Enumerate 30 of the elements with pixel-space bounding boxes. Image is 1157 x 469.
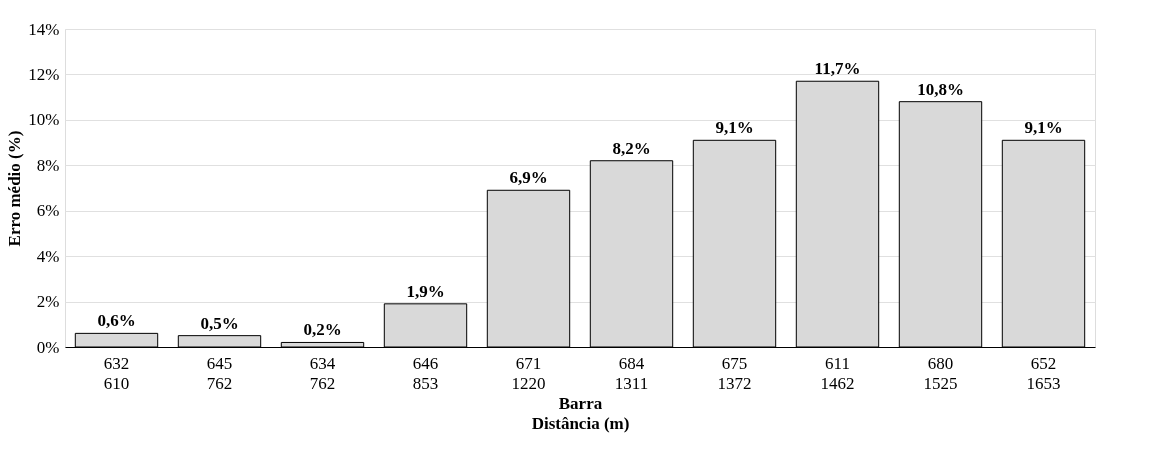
x-tick-label: 646 853 (412, 353, 439, 393)
data-label: 0,6% (97, 311, 136, 331)
y-axis-title: Erro médio (%) (5, 130, 25, 247)
x-tick-label: 652 1653 (1026, 353, 1061, 393)
data-label: 8,2% (612, 138, 651, 158)
y-tick-label: 10% (28, 110, 60, 130)
y-tick-label: 12% (28, 64, 60, 84)
x-tick-label: 611 1462 (820, 353, 855, 393)
data-label: 9,1% (715, 118, 754, 138)
x-axis-title: Barra Distância (m) (531, 393, 630, 433)
x-tick-label: 634 762 (309, 353, 336, 393)
data-label: 0,2% (303, 320, 342, 340)
y-tick-label: 6% (36, 201, 60, 221)
x-tick-label: 671 1220 (511, 353, 546, 393)
y-tick-label: 14% (28, 19, 60, 39)
data-label: 0,5% (200, 313, 239, 333)
x-tick-label: 632 610 (103, 353, 130, 393)
y-tick-label: 4% (36, 246, 60, 266)
x-tick-label: 680 1525 (923, 353, 958, 393)
x-tick-label: 645 762 (206, 353, 233, 393)
x-tick-label: 684 1311 (614, 353, 649, 393)
data-label: 1,9% (406, 281, 445, 301)
data-label: 11,7% (814, 59, 861, 79)
data-label: 6,9% (509, 168, 548, 188)
y-tick-label: 2% (36, 292, 60, 312)
data-label: 9,1% (1024, 118, 1063, 138)
y-tick-label: 0% (36, 337, 60, 357)
data-label: 10,8% (917, 79, 964, 99)
x-tick-label: 675 1372 (717, 353, 752, 393)
y-tick-label: 8% (36, 155, 60, 175)
